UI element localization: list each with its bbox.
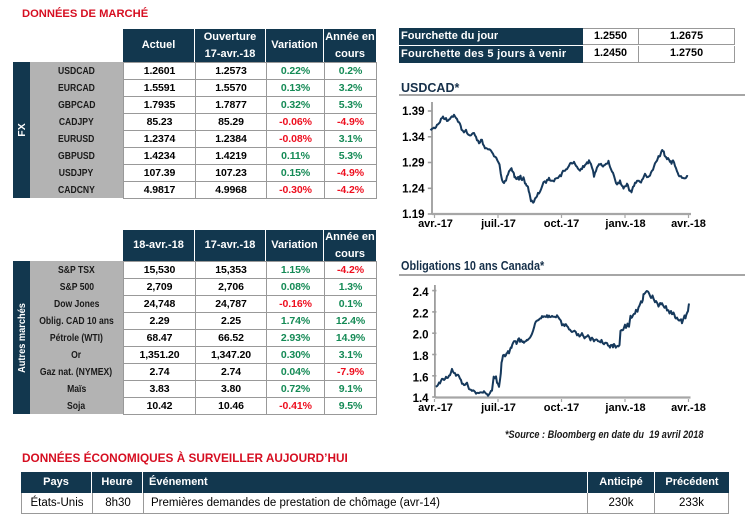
svg-text:oct.-17: oct.-17 — [544, 402, 579, 414]
svg-text:1.19: 1.19 — [402, 209, 424, 221]
svg-text:1.39: 1.39 — [402, 106, 424, 118]
svg-text:1.29: 1.29 — [402, 158, 424, 170]
svg-text:juil.-17: juil.-17 — [480, 402, 516, 414]
svg-text:1.4: 1.4 — [413, 393, 430, 405]
svg-text:janv.-18: janv.-18 — [604, 402, 645, 414]
svg-text:1.8: 1.8 — [413, 351, 430, 363]
svg-text:avr.-17: avr.-17 — [418, 218, 453, 230]
svg-text:2.4: 2.4 — [413, 287, 430, 299]
svg-text:2.2: 2.2 — [413, 308, 429, 320]
svg-text:oct.-17: oct.-17 — [544, 218, 579, 230]
svg-text:1.24: 1.24 — [402, 183, 425, 195]
svg-text:2.0: 2.0 — [413, 330, 429, 342]
svg-text:janv.-18: janv.-18 — [604, 218, 645, 230]
svg-text:1.34: 1.34 — [402, 132, 425, 144]
svg-text:juil.-17: juil.-17 — [480, 218, 516, 230]
svg-text:avr.-17: avr.-17 — [418, 402, 453, 414]
svg-text:1.6: 1.6 — [413, 372, 429, 384]
svg-text:avr.-18: avr.-18 — [671, 402, 706, 414]
svg-text:avr.-18: avr.-18 — [671, 218, 706, 230]
